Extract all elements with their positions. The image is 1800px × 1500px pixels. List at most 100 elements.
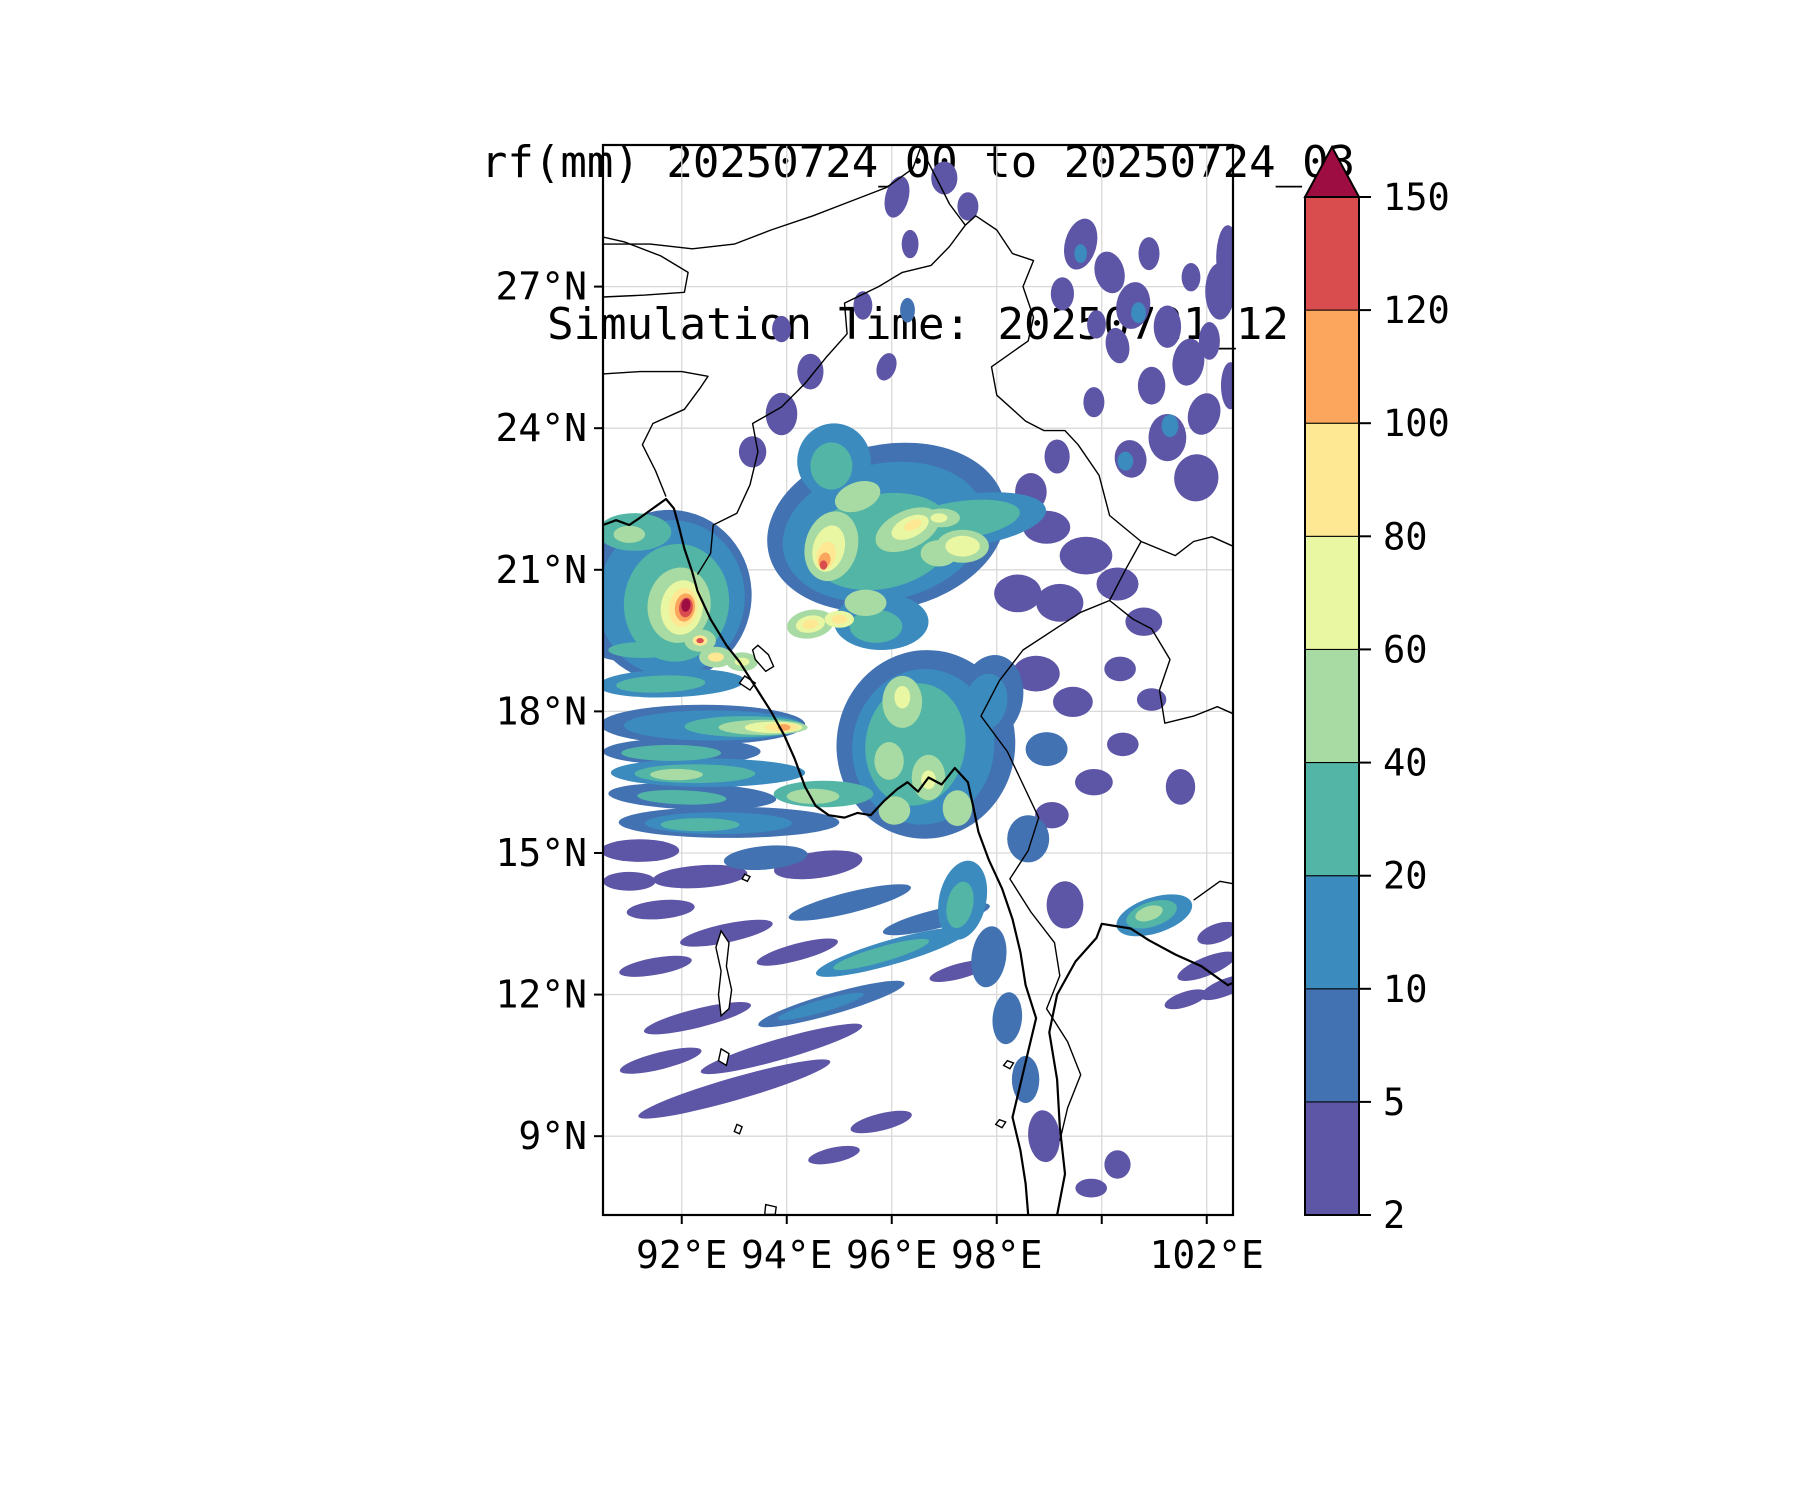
colorbar-tick-label: 5: [1383, 1081, 1405, 1124]
precip-cell: [1036, 583, 1084, 622]
precip-cell: [1136, 688, 1167, 711]
precip-cell: [1074, 244, 1087, 263]
precip-cell: [652, 864, 748, 889]
colorbar-segment: [1304, 988, 1360, 1103]
colorbar-tick-label: 100: [1383, 402, 1450, 445]
precip-cell: [603, 839, 680, 862]
precip-cell: [1044, 439, 1070, 474]
precip-cell: [708, 652, 724, 662]
island: [763, 1203, 777, 1215]
colorbar-tick-label: 150: [1383, 176, 1450, 219]
precip-cell: [756, 938, 838, 966]
precip-cell: [964, 673, 1008, 731]
precip-cell: [1028, 1110, 1060, 1163]
precip-cell: [1138, 237, 1160, 271]
coastline: [603, 497, 1038, 1215]
precip-cell: [680, 919, 773, 947]
precip-cell: [1059, 536, 1113, 575]
colorbar-segment: [1304, 422, 1360, 537]
precip-cell: [992, 992, 1023, 1045]
precip-cell: [1197, 921, 1233, 945]
border-line: [603, 146, 966, 250]
precip-cell: [1007, 815, 1050, 863]
x-tick-label: 96°E: [846, 1233, 938, 1277]
precip-cell: [643, 1002, 752, 1035]
precip-cell: [876, 353, 897, 381]
border-line: [964, 215, 1233, 557]
colorbar-segment: [1304, 648, 1360, 764]
colorbar-tick-label: 40: [1383, 742, 1428, 785]
precip-cell: [844, 589, 887, 616]
precip-cell: [1087, 310, 1106, 339]
precip-cell: [700, 1023, 863, 1075]
precip-cell: [1107, 732, 1139, 757]
precip-cell: [834, 481, 881, 513]
precip-cell: [1046, 881, 1084, 929]
precip-cell: [772, 315, 791, 343]
precip-cell: [723, 845, 808, 871]
precip-cell: [942, 790, 973, 826]
precip-cell: [957, 192, 979, 221]
precip-cell: [1200, 974, 1233, 1001]
island: [715, 929, 733, 1018]
colorbar: 2 5 10 20 40 60 80 100 120 150: [1303, 144, 1450, 1237]
border-line: [1193, 880, 1233, 901]
axes: 92°E 94°E 96°E 98°E 102°E 9°N 12°N 15°N 18°N 21°N…: [495, 265, 1263, 1277]
precip-cell: [921, 770, 936, 790]
border-line: [1108, 541, 1142, 601]
precip-cell: [1064, 218, 1098, 270]
precip-cell: [884, 176, 910, 218]
precip-cell: [1075, 1178, 1107, 1198]
precip-cell: [1198, 322, 1220, 360]
precip-cell: [1035, 802, 1069, 829]
y-tick-label: 24°N: [495, 406, 587, 450]
precip-cell: [808, 1145, 860, 1165]
precip-cell: [797, 353, 824, 390]
precip-cell: [1083, 387, 1105, 418]
precip-cell: [616, 675, 706, 693]
precip-cell: [1125, 607, 1163, 636]
y-tick-label: 15°N: [495, 831, 587, 875]
precip-cell: [681, 598, 691, 612]
y-tick-label: 9°N: [518, 1114, 587, 1158]
precip-cell: [603, 871, 656, 891]
colorbar-tick-label: 20: [1383, 855, 1428, 898]
x-tick-label: 102°E: [1150, 1233, 1264, 1277]
precip-cell: [1094, 251, 1125, 294]
y-tick-label: 27°N: [495, 265, 587, 309]
precip-cell: [621, 744, 722, 761]
border-line: [980, 599, 1110, 1142]
precip-cell: [1161, 414, 1179, 438]
precip-cell: [1153, 305, 1182, 348]
precip-cell: [638, 1059, 831, 1119]
precip-cell: [637, 790, 727, 805]
map-frame: [601, 143, 1235, 1217]
precip-cell: [1174, 454, 1219, 502]
precip-cell: [626, 899, 695, 920]
colorbar-segment: [1304, 1101, 1360, 1216]
precip-cell: [777, 992, 864, 1021]
colorbar-segment: [1304, 309, 1360, 424]
precip-cell: [788, 884, 911, 921]
precip-cell: [833, 938, 930, 971]
precip-cell: [945, 535, 980, 557]
precip-cell: [994, 574, 1042, 613]
colorbar-segment: [1304, 875, 1360, 990]
precip-cell: [1165, 769, 1196, 805]
colorbar-tick-label: 80: [1383, 515, 1428, 558]
precip-cell: [850, 1110, 912, 1134]
precip-cell: [738, 436, 767, 468]
precip-cell: [904, 519, 922, 531]
x-tick-label: 94°E: [741, 1233, 833, 1277]
precip-cell: [765, 392, 798, 436]
border-line: [603, 236, 689, 298]
precip-cell: [853, 291, 873, 320]
precip-cell: [1050, 277, 1074, 311]
precip-cell: [1172, 338, 1205, 386]
precip-cell: [831, 614, 848, 624]
precip-cell: [1025, 732, 1068, 767]
colorbar-tick-label: 60: [1383, 628, 1428, 671]
precip-cell: [619, 1047, 702, 1074]
precip-cell: [819, 560, 828, 570]
